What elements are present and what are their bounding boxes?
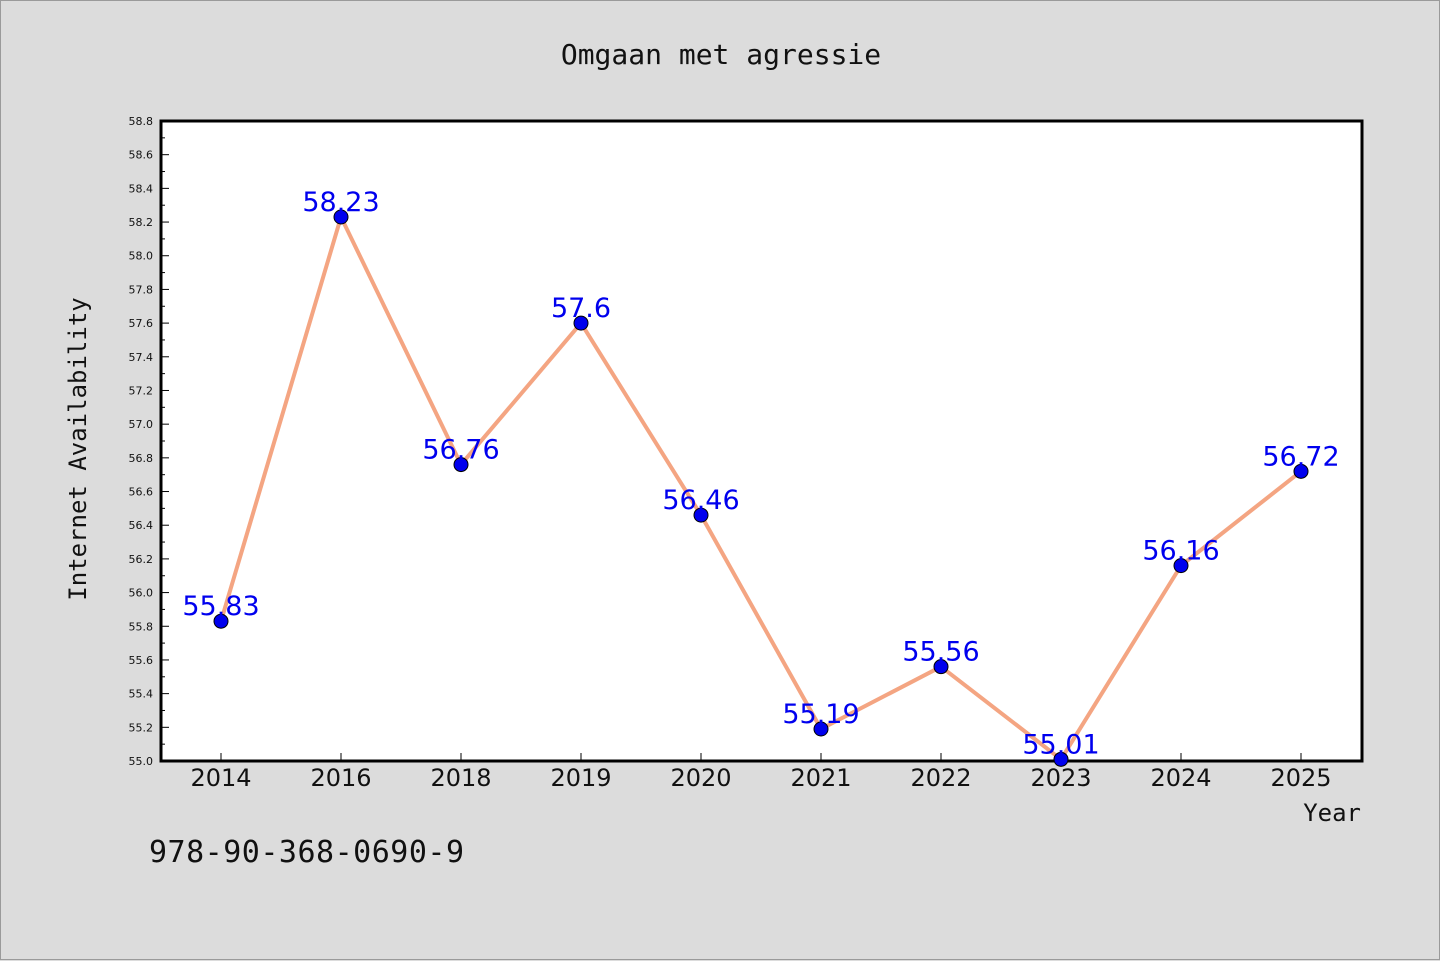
y-tick-label: 56.8 <box>129 452 154 465</box>
data-label: 55.56 <box>902 637 979 668</box>
data-point <box>1293 463 1309 479</box>
y-tick-label: 58.8 <box>129 115 154 128</box>
data-point <box>1053 751 1069 767</box>
y-tick-label: 55.0 <box>129 755 154 768</box>
x-axis: 2014 2016 2018 2019 2020 2021 2022 2023 2024 2025 <box>190 753 1332 792</box>
data-label: 55.19 <box>782 699 859 730</box>
y-tick-label: 55.2 <box>129 721 154 734</box>
data-point <box>1173 558 1189 574</box>
x-tick-label: 2014 <box>190 764 251 792</box>
y-tick-label: 58.6 <box>129 149 154 162</box>
chart-title: Omgaan met agressie <box>561 38 881 71</box>
data-label: 58.23 <box>302 187 379 218</box>
y-tick-label: 57.6 <box>129 317 154 330</box>
y-tick-label: 57.4 <box>129 351 154 364</box>
data-point <box>573 315 589 331</box>
y-tick-label: 57.8 <box>129 283 154 296</box>
plot-area <box>159 119 1364 763</box>
y-tick-label: 55.4 <box>129 688 154 701</box>
y-tick-label: 55.6 <box>129 654 154 667</box>
x-tick-label: 2019 <box>550 764 611 792</box>
data-label-layer: 55.83 58.23 56.76 57.6 56.46 55.19 55.56 55.01 5… <box>182 187 1339 760</box>
y-tick-label: 56.4 <box>129 519 154 532</box>
data-label: 57.6 <box>551 293 611 324</box>
series-layer <box>213 209 1309 767</box>
y-tick-label: 57.2 <box>129 384 154 397</box>
x-tick-label: 2018 <box>430 764 491 792</box>
isbn-caption: 978-90-368-0690-9 <box>149 835 465 870</box>
data-label: 56.76 <box>422 435 499 466</box>
data-point <box>813 721 829 737</box>
y-tick-label: 58.4 <box>129 182 154 195</box>
y-axis: 55.0 55.2 55.4 55.6 55.8 56.0 56.2 56.4 56.6 56.8… <box>129 115 169 768</box>
data-label: 55.83 <box>182 591 259 622</box>
x-tick-label: 2023 <box>1030 764 1091 792</box>
data-point <box>213 613 229 629</box>
y-tick-label: 56.2 <box>129 553 154 566</box>
data-point <box>453 457 469 473</box>
x-tick-label: 2021 <box>790 764 851 792</box>
data-point <box>693 507 709 523</box>
x-tick-label: 2022 <box>910 764 971 792</box>
x-tick-label: 2016 <box>310 764 371 792</box>
y-tick-label: 57.0 <box>129 418 154 431</box>
y-tick-label: 56.6 <box>129 486 154 499</box>
data-point <box>333 209 349 225</box>
y-tick-label: 55.8 <box>129 620 154 633</box>
data-label: 56.72 <box>1262 441 1339 472</box>
data-label: 55.01 <box>1022 729 1099 760</box>
x-tick-label: 2020 <box>670 764 731 792</box>
data-point <box>933 659 949 675</box>
x-axis-label: Year <box>1303 799 1361 827</box>
data-label: 56.46 <box>662 485 739 516</box>
y-axis-label: Internet Availability <box>64 297 92 600</box>
x-tick-label: 2024 <box>1150 764 1211 792</box>
data-label: 56.16 <box>1142 536 1219 567</box>
y-tick-label: 58.2 <box>129 216 154 229</box>
series-line <box>219 215 1303 762</box>
x-tick-label: 2025 <box>1270 764 1331 792</box>
y-tick-label: 58.0 <box>129 250 154 263</box>
y-tick-label: 56.0 <box>129 587 154 600</box>
